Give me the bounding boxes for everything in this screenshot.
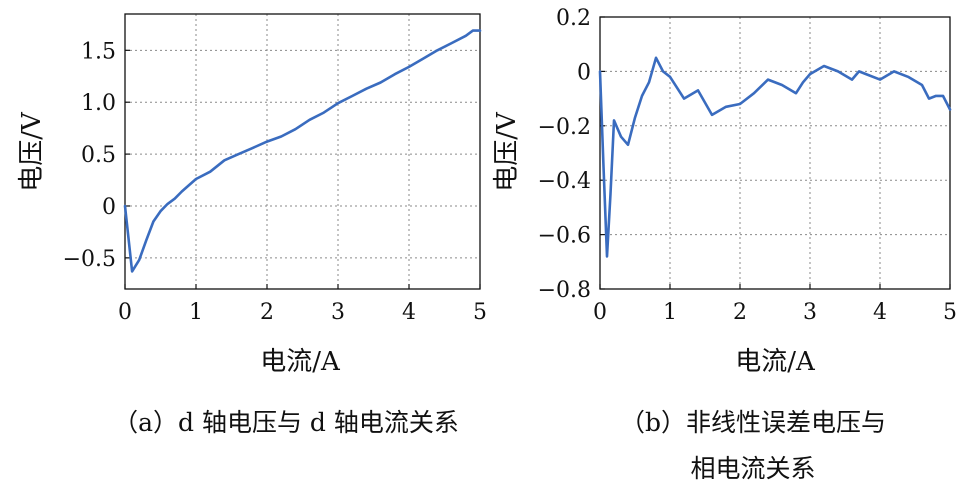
grid-b [599,16,951,290]
y-tick-label: 0.5 [81,143,116,168]
plot-frame-b [599,16,951,290]
x-tick-label: 1 [663,300,677,325]
panel-a: 0 1 2 3 4 5 −0.5 0 0.5 1.0 1.5 电压/V 电流/A （a）d 轴电压与… [17,13,487,437]
series-b-line [598,56,952,258]
x-tick-label: 0 [118,300,132,325]
x-tick-label: 1 [189,300,203,325]
x-tick-label: 4 [873,300,887,325]
y-tick-label: −0.4 [538,169,591,194]
caption-a: （a）d 轴电压与 d 轴电流关系 [113,408,459,437]
y-tick-label: −0.6 [538,224,591,249]
y-tick-label: 1.5 [81,39,116,64]
y-tick-label: −0.8 [538,278,591,303]
x-tick-label: 5 [473,300,487,325]
x-tick-label: 3 [331,300,345,325]
y-tick-label: 0 [102,195,116,220]
y-tick-label: −0.5 [63,247,116,272]
plot-frame-a [124,13,481,290]
ticks-a: 0 1 2 3 4 5 −0.5 0 0.5 1.0 1.5 [63,39,487,325]
y-tick-label: 1.0 [81,91,116,116]
caption-b-line-2: 相电流关系 [690,454,815,483]
x-tick-label: 5 [943,300,957,325]
x-axis-label-b: 电流/A [735,347,816,377]
y-axis-label-a: 电压/V [17,111,47,192]
x-axis-label-a: 电流/A [260,347,341,377]
x-tick-label: 0 [593,300,607,325]
y-tick-label: −0.2 [538,115,591,140]
caption-b-line-1: （b）非线性误差电压与 [620,408,886,437]
series-a-line [123,29,482,273]
y-tick-label: 0.2 [556,6,591,31]
x-tick-label: 3 [803,300,817,325]
y-tick-label: 0 [577,60,591,85]
x-tick-label: 2 [733,300,747,325]
panel-b: 0 1 2 3 4 5 −0.8 −0.6 −0.4 −0.2 0 0.2 电压/V 电流/A （b）… [492,6,957,483]
y-axis-label-b: 电压/V [492,111,522,192]
x-tick-label: 4 [402,300,416,325]
ticks-b: 0 1 2 3 4 5 −0.8 −0.6 −0.4 −0.2 0 0.2 [538,6,957,325]
x-tick-label: 2 [260,300,274,325]
